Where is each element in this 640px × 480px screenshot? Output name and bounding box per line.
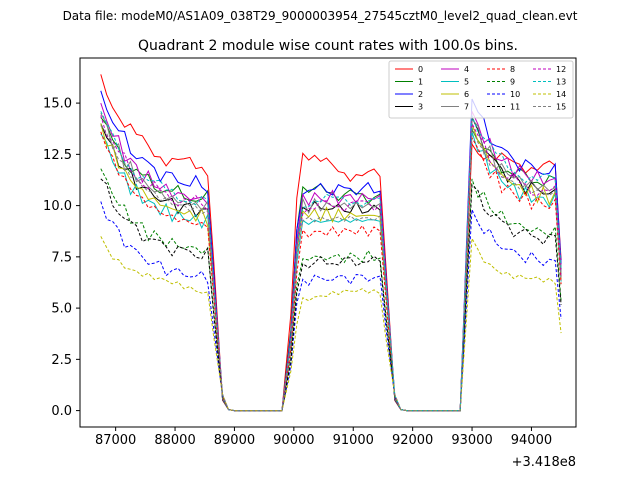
legend-label-14: 14 bbox=[556, 90, 566, 99]
legend-label-10: 10 bbox=[510, 90, 520, 99]
series-line-12 bbox=[100, 115, 562, 412]
legend-label-11: 11 bbox=[510, 103, 520, 112]
y-tick-label: 10.0 bbox=[43, 199, 72, 214]
y-tick-label: 5.0 bbox=[51, 302, 72, 317]
legend-label-9: 9 bbox=[510, 78, 515, 87]
legend-label-12: 12 bbox=[556, 65, 566, 74]
legend-label-1: 1 bbox=[418, 78, 423, 87]
legend-label-4: 4 bbox=[464, 65, 469, 74]
legend-label-7: 7 bbox=[464, 103, 469, 112]
legend-label-8: 8 bbox=[510, 65, 515, 74]
y-tick-label: 0.0 bbox=[51, 404, 72, 419]
legend-label-2: 2 bbox=[418, 90, 423, 99]
x-offset-label: +3.418e8 bbox=[512, 455, 576, 470]
legend-label-5: 5 bbox=[464, 78, 469, 87]
chart-suptitle: Data file: modeM0/AS1A09_038T29_90000039… bbox=[63, 9, 578, 23]
x-tick-label: 93000 bbox=[451, 433, 492, 448]
y-tick-label: 2.5 bbox=[51, 353, 72, 368]
series-line-14 bbox=[100, 236, 562, 412]
legend-label-6: 6 bbox=[464, 90, 469, 99]
series-line-10 bbox=[100, 201, 562, 412]
legend-label-13: 13 bbox=[556, 78, 566, 87]
x-tick-label: 92000 bbox=[392, 433, 433, 448]
series-lines bbox=[100, 74, 562, 412]
chart-title: Quadrant 2 module wise count rates with … bbox=[138, 38, 518, 54]
series-line-15 bbox=[100, 125, 562, 412]
y-tick-label: 12.5 bbox=[43, 148, 72, 163]
x-tick-label: 89000 bbox=[214, 433, 255, 448]
series-line-2 bbox=[100, 90, 562, 412]
y-tick-label: 15.0 bbox=[43, 97, 72, 112]
series-line-0 bbox=[100, 74, 562, 412]
x-tick-label: 88000 bbox=[154, 433, 195, 448]
series-line-5 bbox=[100, 131, 562, 412]
axes: 87000 88000 89000 90000 91000 92000 93000 94000… bbox=[43, 97, 552, 448]
x-tick-label: 91000 bbox=[333, 433, 374, 448]
series-line-11 bbox=[100, 178, 562, 412]
legend-box bbox=[388, 60, 574, 119]
plot-frame bbox=[79, 57, 577, 428]
x-tick-label: 94000 bbox=[511, 433, 552, 448]
series-line-8 bbox=[100, 131, 562, 412]
legend-label-15: 15 bbox=[556, 103, 566, 112]
x-tick-label: 87000 bbox=[95, 433, 136, 448]
series-line-7 bbox=[100, 113, 562, 412]
legend-label-0: 0 bbox=[418, 65, 423, 74]
series-line-13 bbox=[100, 111, 562, 412]
series-line-6 bbox=[100, 123, 562, 412]
legend-label-3: 3 bbox=[418, 103, 423, 112]
series-line-9 bbox=[100, 168, 562, 412]
y-tick-label: 7.5 bbox=[51, 250, 72, 265]
x-tick-label: 90000 bbox=[273, 433, 314, 448]
